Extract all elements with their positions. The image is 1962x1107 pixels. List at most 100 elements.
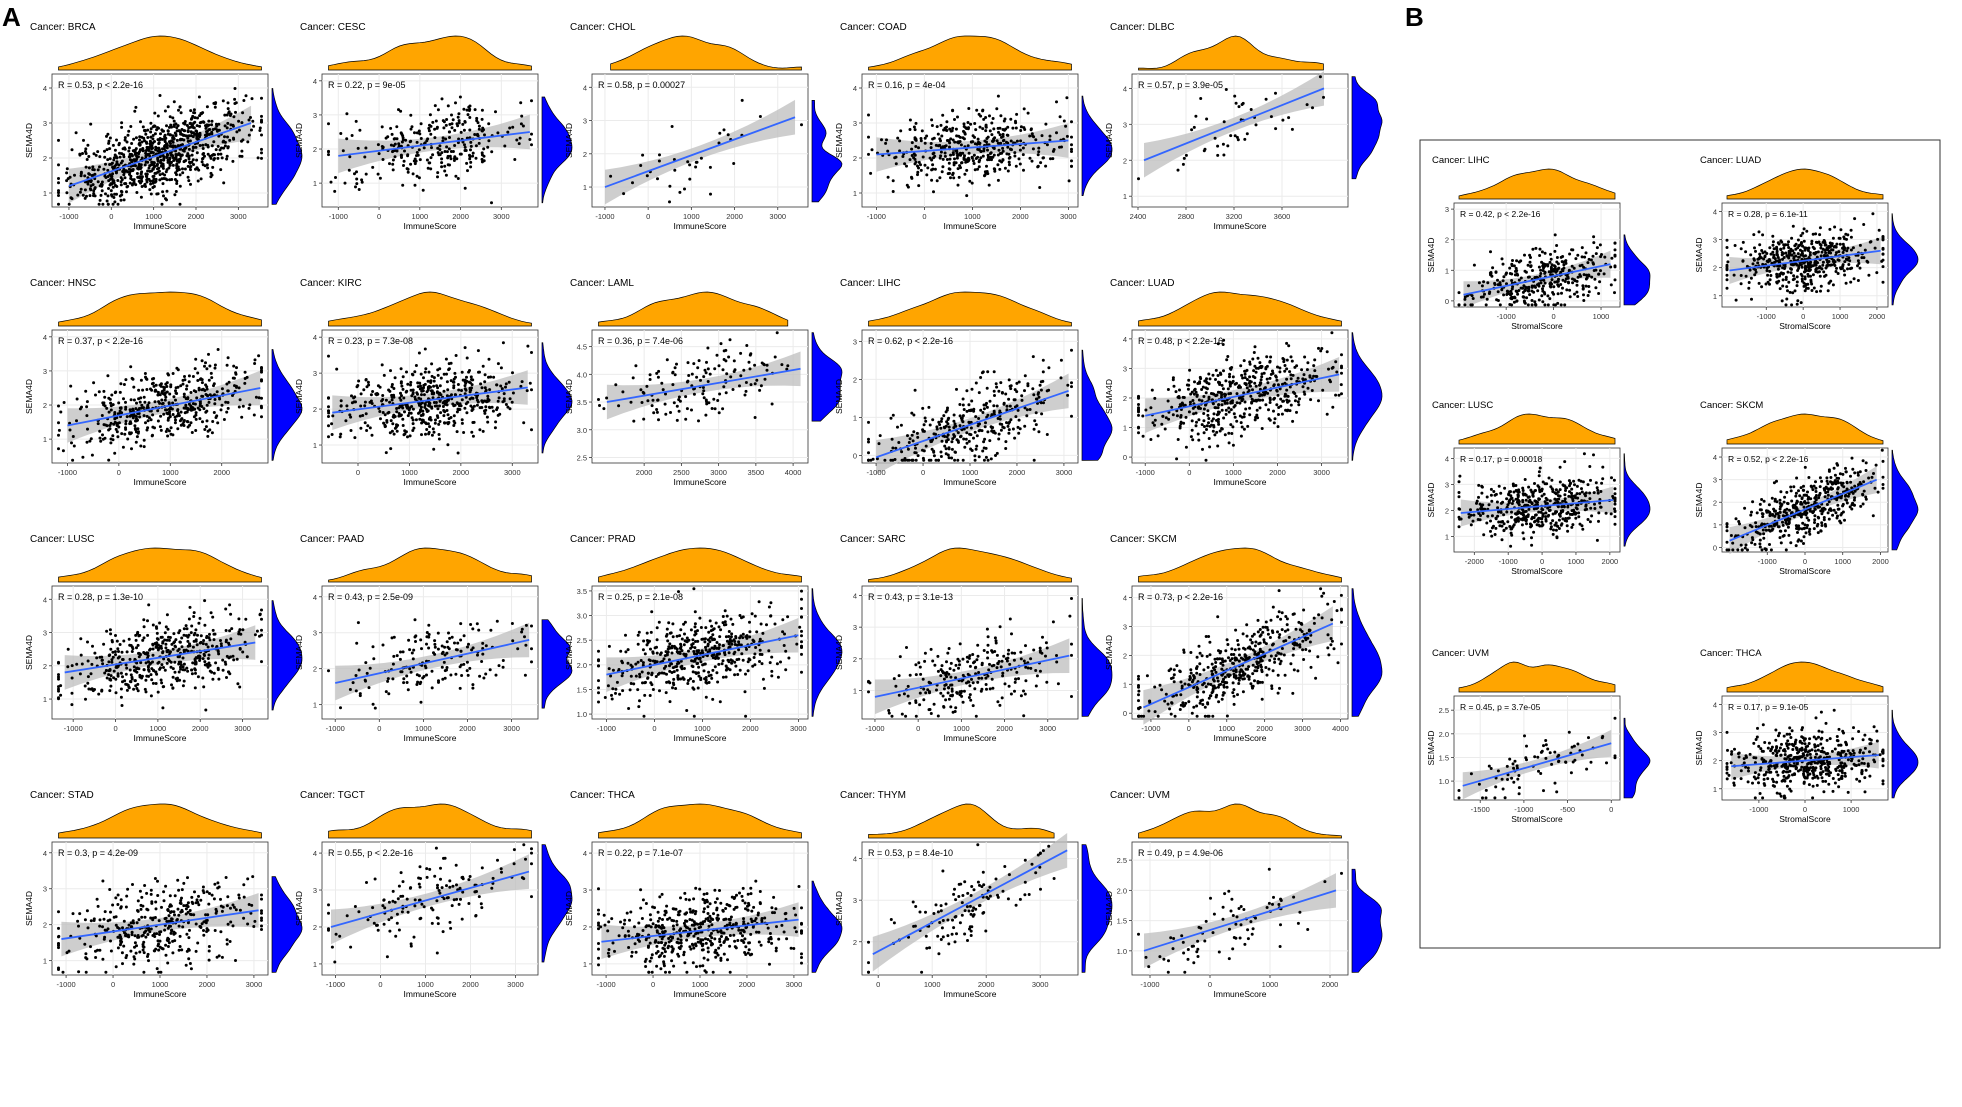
chart-6-point xyxy=(397,412,401,415)
chart-3-point xyxy=(971,159,975,163)
chart-0-point xyxy=(163,138,167,142)
chart-9-point xyxy=(1334,393,1338,397)
chart-5-point xyxy=(232,376,236,380)
chart-11-point xyxy=(405,681,409,684)
chart-0-point xyxy=(225,157,229,161)
chart-11-point xyxy=(402,681,406,685)
chart-0-point xyxy=(161,166,165,170)
chart-0-point xyxy=(65,167,69,171)
chart-5-point xyxy=(142,438,146,442)
chart-7-point xyxy=(629,400,633,404)
chart-9-point xyxy=(1197,398,1201,402)
chart-7-point xyxy=(743,393,747,397)
chart-5-point xyxy=(142,445,146,449)
chart-3-point xyxy=(894,155,898,159)
chart-0-point xyxy=(57,138,60,142)
chart-5-point xyxy=(240,415,244,419)
chart-4-point xyxy=(1236,138,1240,142)
chart-5-point xyxy=(135,401,138,405)
chart-9-point xyxy=(1197,438,1201,442)
chart-10-fit-line xyxy=(64,641,256,674)
chart-9-point xyxy=(1245,386,1249,390)
chart-10-point xyxy=(70,703,74,707)
chart-11-point xyxy=(443,669,447,673)
chart-10-point xyxy=(206,645,210,649)
chart-11-point xyxy=(387,692,391,696)
chart-4-point xyxy=(1233,94,1237,98)
chart-2-point xyxy=(639,164,643,167)
chart-0-point xyxy=(97,202,101,206)
chart-5-point xyxy=(220,403,224,407)
chart-10-point xyxy=(156,637,160,641)
chart-7-point xyxy=(760,361,764,365)
chart-10-point xyxy=(161,650,165,654)
chart-1-point xyxy=(408,140,412,144)
chart-9-point xyxy=(1269,372,1273,376)
chart-3-point xyxy=(981,108,985,112)
chart-12-point xyxy=(800,634,803,638)
chart-0-points xyxy=(57,87,263,206)
chart-7-point xyxy=(634,364,638,368)
chart-8-point xyxy=(974,415,978,419)
chart-0-point xyxy=(149,192,153,196)
chart-0-point xyxy=(96,168,100,172)
chart-6-point xyxy=(495,408,499,412)
chart-10-point xyxy=(211,677,215,681)
chart-0-point xyxy=(115,185,119,188)
chart-5-point xyxy=(174,389,177,393)
chart-9-point xyxy=(1233,404,1237,407)
chart-6-point xyxy=(400,384,404,388)
chart-10-point xyxy=(138,633,142,637)
chart-9-xtick-label-1: 0 xyxy=(1187,468,1191,477)
chart-7-point xyxy=(686,361,690,365)
chart-8-point xyxy=(958,414,962,418)
chart-7-point xyxy=(707,401,711,405)
chart-5-point xyxy=(156,393,160,397)
chart-3-point xyxy=(894,162,898,166)
chart-11-ytick-label-2: 3 xyxy=(313,629,317,638)
chart-12-point xyxy=(664,691,668,695)
chart-3-point xyxy=(993,167,997,171)
chart-5-point xyxy=(124,378,128,382)
chart-7-point xyxy=(642,391,646,395)
chart-0-point xyxy=(208,154,212,158)
chart-11-point xyxy=(494,673,498,677)
chart-1-point xyxy=(400,156,403,159)
chart-10-point xyxy=(120,704,124,707)
chart-6-ylabel: SEMA4D xyxy=(294,379,304,414)
chart-6-point xyxy=(488,388,492,392)
chart-11-point xyxy=(351,681,355,685)
chart-6-point xyxy=(467,370,471,374)
chart-0-point xyxy=(229,112,233,116)
chart-9-point xyxy=(1232,412,1236,416)
chart-1-points xyxy=(327,95,533,205)
chart-3-point xyxy=(1001,146,1005,150)
chart-7-annotation: R = 0.36, p = 7.4e-06 xyxy=(598,336,683,346)
chart-9-point xyxy=(1204,403,1207,407)
chart-1-point xyxy=(440,165,444,169)
chart-1-point xyxy=(517,142,521,146)
chart-0-point xyxy=(159,132,162,136)
chart-7-point xyxy=(713,407,717,411)
chart-9-point xyxy=(1275,378,1279,382)
chart-7-point xyxy=(744,389,748,393)
chart-9-point xyxy=(1204,391,1208,395)
chart-6-point xyxy=(327,435,330,439)
chart-10-point xyxy=(201,657,205,661)
chart-10-point xyxy=(219,642,223,646)
chart-7-point xyxy=(739,374,743,378)
chart-5-point xyxy=(207,400,211,404)
chart-6-point xyxy=(442,389,446,393)
chart-8-point xyxy=(1032,427,1036,431)
chart-10-point xyxy=(154,682,158,685)
chart-6-point xyxy=(454,354,458,357)
chart-0-point xyxy=(149,121,153,125)
chart-1-point xyxy=(339,132,343,135)
chart-11-point xyxy=(413,618,417,622)
chart-10-point xyxy=(161,706,165,710)
chart-0-point xyxy=(82,138,85,142)
chart-9-point xyxy=(1254,384,1258,388)
chart-9-point xyxy=(1233,415,1237,419)
chart-10-point xyxy=(245,655,249,659)
chart-0-point xyxy=(197,168,201,172)
